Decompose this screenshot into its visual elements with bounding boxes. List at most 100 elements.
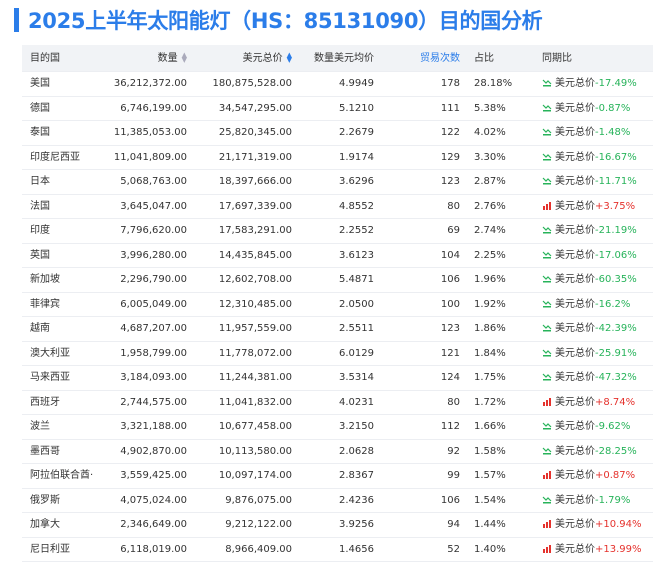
cell: 121	[440, 347, 460, 359]
change-value: +10.94%	[595, 519, 642, 530]
change-label: 美元总价	[555, 200, 595, 212]
change-value: -0.87%	[595, 102, 631, 114]
change-label: 美元总价	[555, 274, 595, 285]
cell: 英国	[30, 249, 50, 261]
cell: 1,958,799.00	[120, 347, 187, 359]
trend-icon	[542, 226, 552, 234]
change-cell: 美元总价-0.87%	[542, 97, 630, 121]
cell: 21,171,319.00	[218, 151, 292, 163]
cell: 94	[447, 519, 460, 530]
change-cell: 美元总价-1.48%	[542, 121, 630, 145]
column-header-text: 占比	[474, 53, 494, 64]
change-label: 美元总价	[555, 225, 595, 236]
column-header-text: 数量美元均价	[314, 53, 374, 64]
cell: 2.5511	[339, 323, 374, 334]
cell: 10,113,580.00	[218, 445, 292, 457]
trend-icon	[542, 251, 552, 258]
trend-icon	[542, 104, 552, 111]
cell: 123	[440, 323, 460, 334]
cell: 1.44%	[474, 519, 506, 530]
cell: 西班牙	[30, 396, 60, 408]
trend-icon	[542, 79, 552, 87]
cell: 1.58%	[474, 445, 506, 457]
cell: 5.1210	[339, 102, 374, 114]
cell: 俄罗斯	[30, 494, 60, 506]
table-row: 日本 5,068,763.00 18,397,666.00 3.6296 123 2.87…	[22, 170, 653, 195]
trend-icon	[543, 544, 551, 553]
cell: 1.92%	[474, 298, 506, 310]
table-row: 美国 36,212,372.00 180,875,528.00 4.9949 178 28…	[22, 72, 653, 97]
change-cell: 美元总价+0.87%	[542, 464, 635, 488]
trend-icon	[542, 496, 552, 503]
cell: 2.4236	[339, 494, 374, 506]
cell: 12,310,485.00	[218, 298, 292, 310]
column-header[interactable]: 美元总价 ▲ ▼	[192, 45, 292, 72]
change-value: -21.19%	[595, 225, 637, 236]
sort-icon: ▲ ▼	[181, 51, 187, 64]
cell: 3.9256	[339, 519, 374, 530]
cell: 1.66%	[474, 421, 506, 432]
cell: 1.75%	[474, 372, 506, 383]
cell: 11,041,832.00	[218, 396, 292, 408]
cell: 2.87%	[474, 176, 506, 187]
cell: 6,746,199.00	[120, 102, 187, 114]
trend-icon	[542, 447, 552, 454]
trend-icon	[542, 349, 552, 356]
cell: 17,697,339.00	[218, 200, 292, 212]
table-row: 新加坡 2,296,790.00 12,602,708.00 5.4871 106 1.9…	[22, 268, 653, 293]
change-value: -1.79%	[595, 494, 631, 506]
table-row: 加拿大 2,346,649.00 9,212,122.00 3.9256 94 1.44%…	[22, 513, 653, 538]
trend-icon	[543, 471, 551, 479]
cell: 4,902,870.00	[120, 445, 187, 457]
column-header[interactable]: 数量 ▲ ▼	[112, 45, 187, 72]
cell: 6.0129	[339, 347, 374, 359]
table-row: 马来西亚 3,184,093.00 11,244,381.00 3.5314 124 1.…	[22, 366, 653, 391]
column-header-text: 美元总价	[242, 53, 283, 64]
cell: 129	[440, 151, 460, 163]
cell: 122	[440, 127, 460, 138]
cell: 2.0500	[339, 298, 374, 310]
cell: 菲律宾	[30, 298, 60, 310]
cell: 8,966,409.00	[225, 543, 292, 555]
cell: 越南	[30, 323, 50, 334]
change-value: +13.99%	[595, 543, 642, 555]
cell: 尼日利亚	[30, 543, 70, 555]
trend-icon	[542, 300, 552, 307]
cell: 3.5314	[339, 372, 374, 383]
cell: 104	[440, 249, 460, 261]
cell: 69	[447, 225, 460, 236]
header-row: 目的国 数量 ▲ ▼ 美元总价 ▲ ▼ 数量美元均价 贸易次数 占比 同期比	[22, 45, 653, 72]
change-cell: 美元总价-25.91%	[542, 342, 637, 366]
cell: 3.6123	[339, 249, 374, 261]
cell: 2.25%	[474, 249, 506, 261]
change-cell: 美元总价-11.71%	[542, 170, 637, 194]
change-label: 美元总价	[555, 127, 595, 138]
change-value: -17.06%	[595, 249, 637, 261]
cell: 11,778,072.00	[218, 347, 292, 359]
column-header: 占比	[474, 45, 534, 72]
table-row: 英国 3,996,280.00 14,435,845.00 3.6123 104 2.25…	[22, 244, 653, 268]
cell: 2,744,575.00	[120, 396, 187, 408]
cell: 2.74%	[474, 225, 506, 236]
change-cell: 美元总价-28.25%	[542, 440, 637, 464]
cell: 3,559,425.00	[120, 470, 187, 481]
change-cell: 美元总价-9.62%	[542, 415, 630, 439]
cell: 100	[440, 298, 460, 310]
change-label: 美元总价	[555, 176, 595, 187]
cell: 新加坡	[30, 274, 60, 285]
change-label: 美元总价	[555, 323, 595, 334]
change-value: -42.39%	[595, 323, 637, 334]
table-row: 尼日利亚 6,118,019.00 8,966,409.00 1.4656 52 1.40…	[22, 538, 653, 562]
cell: 106	[440, 494, 460, 506]
cell: 4.02%	[474, 127, 506, 138]
table-row: 德国 6,746,199.00 34,547,295.00 5.1210 111 5.38…	[22, 97, 653, 121]
sort-icon: ▲ ▼	[286, 51, 292, 64]
column-header[interactable]: 贸易次数	[382, 45, 460, 72]
cell: 10,677,458.00	[218, 421, 292, 432]
cell: 178	[440, 78, 460, 89]
table-row: 波兰 3,321,188.00 10,677,458.00 3.2150 112 1.66…	[22, 415, 653, 440]
cell: 3,321,188.00	[120, 421, 187, 432]
change-value: -16.2%	[595, 298, 631, 310]
change-label: 美元总价	[555, 470, 595, 481]
